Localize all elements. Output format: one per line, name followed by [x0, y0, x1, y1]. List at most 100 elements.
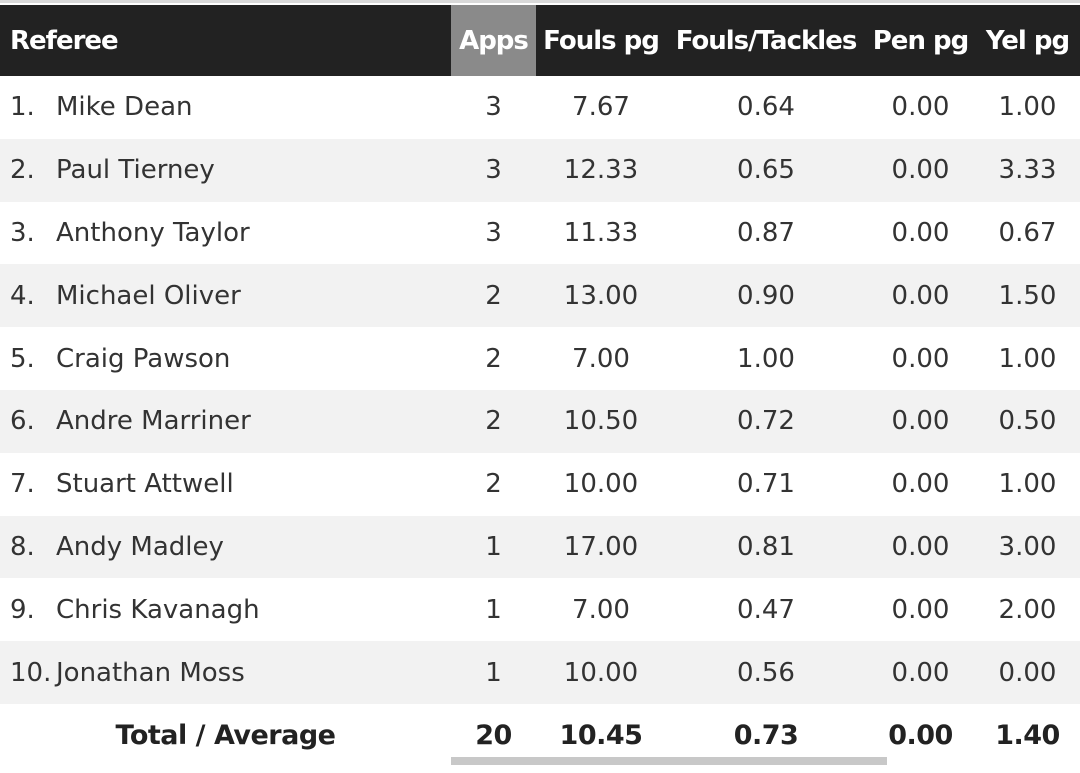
- stat-cell: 3.33: [998, 155, 1057, 186]
- referee-cell: 9. Chris Kavanagh: [0, 578, 451, 641]
- column-header[interactable]: Pen pg: [872, 25, 969, 56]
- stat-cell: 1.00: [998, 343, 1057, 374]
- rank: 5.: [10, 343, 35, 374]
- stat-cell: 11.33: [563, 217, 639, 248]
- rank: 7.: [10, 469, 35, 500]
- stat-cell: 0.00: [891, 92, 950, 123]
- stat-cell: 2: [485, 469, 502, 500]
- stat-cell: 1.00: [737, 343, 795, 374]
- stat-cell: 10.00: [563, 657, 639, 688]
- stat-cell: 2: [485, 280, 502, 311]
- stat-cell: 3.00: [998, 531, 1057, 562]
- total-cell: 10.45: [559, 719, 643, 751]
- referee-name[interactable]: Mike Dean: [56, 92, 193, 123]
- table-row: 2. Paul Tierney 3 12.33 0.65 0.00 3.33: [0, 138, 1080, 202]
- referee-name[interactable]: Jonathan Moss: [56, 657, 245, 688]
- stat-cell: 0.00: [891, 217, 950, 248]
- stat-cell: 7.00: [572, 594, 630, 625]
- table-row: 9. Chris Kavanagh 1 7.00 0.47 0.00 2.00: [0, 578, 1080, 641]
- rank: 9.: [10, 594, 35, 625]
- stat-cell: 0.00: [891, 531, 950, 562]
- scrollbar[interactable]: [451, 757, 887, 765]
- rank: 1.: [10, 92, 35, 123]
- stat-cell: 2.00: [998, 594, 1057, 625]
- column-header[interactable]: Referee: [10, 25, 119, 56]
- column-header[interactable]: Yel pg: [985, 25, 1070, 56]
- stat-cell: 10.00: [563, 469, 639, 500]
- stat-cell: 0.50: [998, 406, 1057, 437]
- stat-cell: 17.00: [563, 531, 639, 562]
- stat-cell: 0.71: [737, 469, 795, 500]
- total-row: Total / Average 20 10.45 0.73 0.00 1.40: [0, 704, 1080, 767]
- stat-cell: 1: [485, 531, 502, 562]
- referee-cell: 6. Andre Marriner: [0, 390, 451, 453]
- stat-cell: 3: [485, 155, 502, 186]
- column-header[interactable]: Fouls/Tackles: [675, 25, 858, 56]
- stat-cell: 3: [485, 217, 502, 248]
- total-cell: 0.00: [888, 719, 953, 751]
- header-row: Referee Apps Fouls pg Fouls/Tackles Pen pg Ye…: [0, 5, 1080, 76]
- top-border: [0, 0, 1080, 3]
- column-header[interactable]: Apps: [451, 5, 536, 76]
- table-row: 6. Andre Marriner 2 10.50 0.72 0.00 0.50: [0, 390, 1080, 453]
- referee-name[interactable]: Stuart Attwell: [56, 469, 234, 500]
- stat-cell: 12.33: [563, 155, 639, 186]
- table-row: 4. Michael Oliver 2 13.00 0.90 0.00 1.50: [0, 264, 1080, 328]
- table-row: 5. Craig Pawson 2 7.00 1.00 0.00 1.00: [0, 327, 1080, 390]
- referee-cell: 10. Jonathan Moss: [0, 641, 451, 704]
- stat-cell: 0.56: [737, 657, 795, 688]
- stat-cell: 10.50: [563, 406, 639, 437]
- total-cell: 0.73: [733, 719, 799, 751]
- referee-name[interactable]: Chris Kavanagh: [56, 594, 260, 625]
- stat-cell: 1.00: [998, 92, 1057, 123]
- stat-cell: 0.00: [891, 406, 950, 437]
- stat-cell: 0.65: [737, 155, 795, 186]
- referee-cell: 4. Michael Oliver: [0, 264, 451, 327]
- total-cell: 1.40: [995, 719, 1060, 751]
- referee-cell: 7. Stuart Attwell: [0, 453, 451, 516]
- referee-name[interactable]: Michael Oliver: [56, 280, 241, 311]
- stat-cell: 0.00: [891, 280, 950, 311]
- rank: 4.: [10, 280, 35, 311]
- stat-cell: 1: [485, 657, 502, 688]
- stat-cell: 0.81: [737, 531, 795, 562]
- stat-cell: 2: [485, 343, 502, 374]
- stat-cell: 0.90: [737, 280, 795, 311]
- stat-cell: 0.00: [891, 469, 950, 500]
- table-row: 3. Anthony Taylor 3 11.33 0.87 0.00 0.67: [0, 202, 1080, 265]
- referee-cell: 2. Paul Tierney: [0, 139, 451, 202]
- referee-name[interactable]: Paul Tierney: [56, 155, 215, 186]
- stat-cell: 0.00: [891, 594, 950, 625]
- rank: 10.: [10, 657, 52, 688]
- referee-name[interactable]: Craig Pawson: [56, 343, 231, 374]
- stat-cell: 7.67: [572, 92, 630, 123]
- table-row: 1. Mike Dean 3 7.67 0.64 0.00 1.00: [0, 76, 1080, 139]
- stat-cell: 1.50: [998, 280, 1057, 311]
- referee-name[interactable]: Anthony Taylor: [56, 217, 250, 248]
- table-row: 8. Andy Madley 1 17.00 0.81 0.00 3.00: [0, 515, 1080, 579]
- referee-cell: 8. Andy Madley: [0, 516, 451, 579]
- referee-name[interactable]: Andy Madley: [56, 531, 224, 562]
- referee-cell: 1. Mike Dean: [0, 76, 451, 139]
- total-label: Total / Average: [115, 719, 336, 751]
- stat-cell: 1.00: [998, 469, 1057, 500]
- stat-cell: 0.67: [998, 217, 1057, 248]
- stat-cell: 0.47: [737, 594, 795, 625]
- table-row: 7. Stuart Attwell 2 10.00 0.71 0.00 1.00: [0, 453, 1080, 516]
- referee-name[interactable]: Andre Marriner: [56, 406, 251, 437]
- stat-cell: 0.00: [891, 343, 950, 374]
- stat-cell: 0.64: [737, 92, 795, 123]
- total-cell: 20: [475, 719, 512, 751]
- rank: 8.: [10, 531, 35, 562]
- column-header[interactable]: Fouls pg: [543, 25, 660, 56]
- stat-cell: 3: [485, 92, 502, 123]
- stat-cell: 0.72: [737, 406, 795, 437]
- stat-cell: 0.00: [891, 155, 950, 186]
- stat-cell: 0.87: [737, 217, 795, 248]
- rank: 3.: [10, 217, 35, 248]
- rank: 2.: [10, 155, 35, 186]
- stat-cell: 0.00: [891, 657, 950, 688]
- stat-cell: 0.00: [998, 657, 1057, 688]
